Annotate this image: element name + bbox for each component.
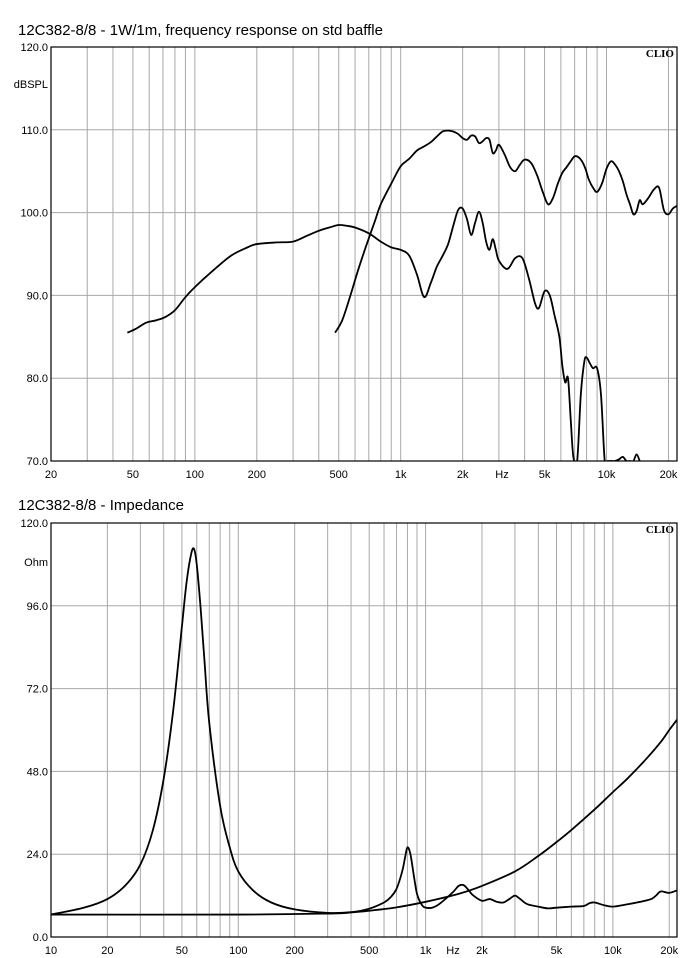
series-line-2	[334, 129, 677, 334]
x-tick-label: 200	[285, 945, 303, 957]
x-tick-label: 5k	[551, 945, 563, 957]
grid-lines	[51, 523, 677, 937]
x-tick-label: 10k	[604, 945, 622, 957]
chart-title-frequency-response: 12C382-8/8 - 1W/1m, frequency response o…	[18, 22, 383, 39]
chart-title-impedance: 12C382-8/8 - Impedance	[18, 497, 184, 514]
y-tick-label: 96.0	[27, 601, 48, 613]
series-line-1	[51, 547, 677, 916]
plot-frame	[50, 522, 678, 938]
x-tick-label: 1k	[420, 945, 432, 957]
y-tick-label: 110.0	[21, 125, 48, 137]
x-tick-label: 20	[45, 469, 57, 481]
y-tick-label: 70.0	[27, 456, 48, 468]
x-tick-label: 2k	[457, 469, 469, 481]
grid-lines	[51, 47, 677, 461]
y-tick-label: 0.0	[33, 932, 48, 944]
x-axis-unit-label: Hz	[495, 469, 508, 481]
x-tick-label: 2k	[476, 945, 488, 957]
x-axis-unit-label: Hz	[446, 945, 459, 957]
x-tick-label: 200	[248, 469, 266, 481]
y-tick-label: 120.0	[20, 518, 48, 530]
x-tick-label: 20k	[660, 469, 678, 481]
y-tick-label: 80.0	[27, 373, 48, 385]
y-axis-label: Ohm	[24, 557, 48, 569]
y-tick-label: 72.0	[27, 684, 48, 696]
brand-label: CLIO	[646, 48, 675, 60]
y-tick-label: 100.0	[20, 208, 48, 220]
y-tick-label: 90.0	[27, 290, 48, 302]
plot-frame	[50, 46, 678, 462]
brand-label: CLIO	[646, 524, 675, 536]
chart-1: 120.0 96.0 72.0 48.0 24.0 0.0 Ohm 10 20 50 100 200 5…	[20, 518, 678, 957]
series-line-1	[127, 206, 641, 461]
x-tick-label: 5k	[539, 469, 551, 481]
y-axis-label: dBSPL	[14, 79, 48, 91]
y-tick-label: 120.0	[20, 42, 48, 54]
series-line-2	[51, 719, 677, 916]
y-tick-label: 48.0	[27, 766, 48, 778]
x-tick-label: 10	[45, 945, 57, 957]
x-tick-label: 20	[101, 945, 113, 957]
x-tick-label: 20k	[660, 945, 678, 957]
y-tick-label: 24.0	[27, 849, 48, 861]
x-tick-label: 1k	[395, 469, 407, 481]
x-tick-label: 100	[229, 945, 247, 957]
x-tick-label: 10k	[598, 469, 616, 481]
chart-0: 120.0 110.0 100.0 90.0 80.0 70.0 dBSPL 20 50 100 2…	[14, 42, 678, 481]
x-tick-label: 50	[127, 469, 139, 481]
x-tick-label: 500	[360, 945, 378, 957]
x-tick-label: 500	[330, 469, 348, 481]
x-tick-label: 100	[186, 469, 204, 481]
x-tick-label: 50	[176, 945, 188, 957]
